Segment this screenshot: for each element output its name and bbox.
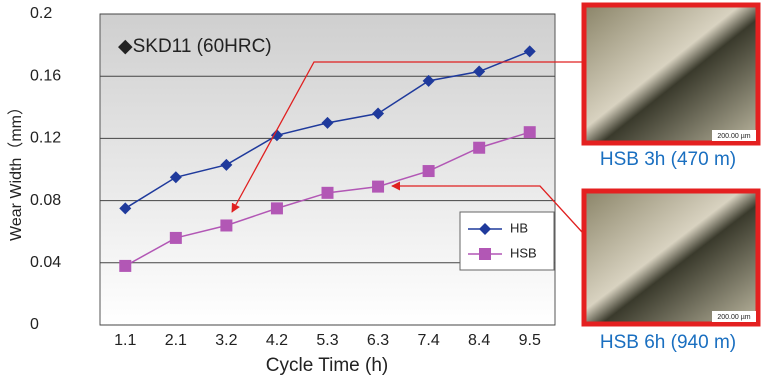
x-tick-label: 9.5 — [519, 332, 541, 349]
marker — [372, 180, 385, 193]
legend-marker — [479, 248, 491, 260]
photo-caption: HSB 3h (470 m) — [600, 149, 736, 170]
marker — [523, 45, 536, 58]
marker — [321, 186, 334, 199]
x-tick-label: 5.3 — [316, 332, 338, 349]
x-tick-label: 4.2 — [266, 332, 288, 349]
x-tick-label: 3.2 — [215, 332, 237, 349]
plot-area — [99, 13, 556, 326]
x-axis-title: Cycle Time (h) — [266, 355, 388, 376]
marker — [473, 141, 486, 154]
callout-arrow — [391, 181, 583, 233]
x-tick-label: 1.1 — [114, 332, 136, 349]
y-tick-label: 0.16 — [30, 67, 61, 84]
y-tick-label: 0 — [30, 316, 39, 333]
marker — [372, 107, 385, 120]
marker — [169, 231, 182, 244]
photo-1: 200.00 µm — [581, 2, 761, 146]
marker — [422, 165, 435, 178]
x-tick-label: 7.4 — [417, 332, 439, 349]
marker — [523, 126, 536, 139]
annotation: ◆SKD11 (60HRC) — [118, 36, 272, 57]
photo-2: 200.00 µm — [581, 188, 761, 327]
x-tick-label: 2.1 — [165, 332, 187, 349]
y-tick-label: 0.04 — [30, 254, 61, 271]
y-tick-label: 0.08 — [30, 192, 61, 209]
plot: 0 0.04 0.08 0.12 0.16 0.2 1.1 2.1 3.2 4.2 5.3 6.3 7.… — [30, 5, 555, 349]
marker — [422, 74, 435, 87]
photo-scale: 200.00 µm — [717, 133, 750, 140]
photo-caption: HSB 6h (940 m) — [600, 332, 736, 353]
y-axis-title: Wear Width（mm） — [7, 99, 25, 241]
callout-arrow — [231, 61, 582, 213]
legend — [459, 211, 555, 271]
photo-scale: 200.00 µm — [717, 314, 750, 321]
y-tick-label: 0.2 — [30, 5, 52, 22]
x-tick-label: 8.4 — [468, 332, 490, 349]
legend-marker — [479, 223, 491, 235]
marker — [220, 158, 233, 171]
marker — [270, 202, 283, 215]
marker — [270, 129, 283, 142]
x-tick-label: 6.3 — [367, 332, 389, 349]
legend-label: HB — [510, 220, 528, 235]
legend-label: HSB — [510, 245, 537, 260]
y-tick-label: 0.12 — [30, 130, 61, 147]
marker — [119, 202, 132, 215]
marker — [220, 219, 233, 232]
marker — [169, 171, 182, 184]
marker — [473, 65, 486, 78]
marker — [119, 259, 132, 272]
marker — [321, 116, 334, 129]
